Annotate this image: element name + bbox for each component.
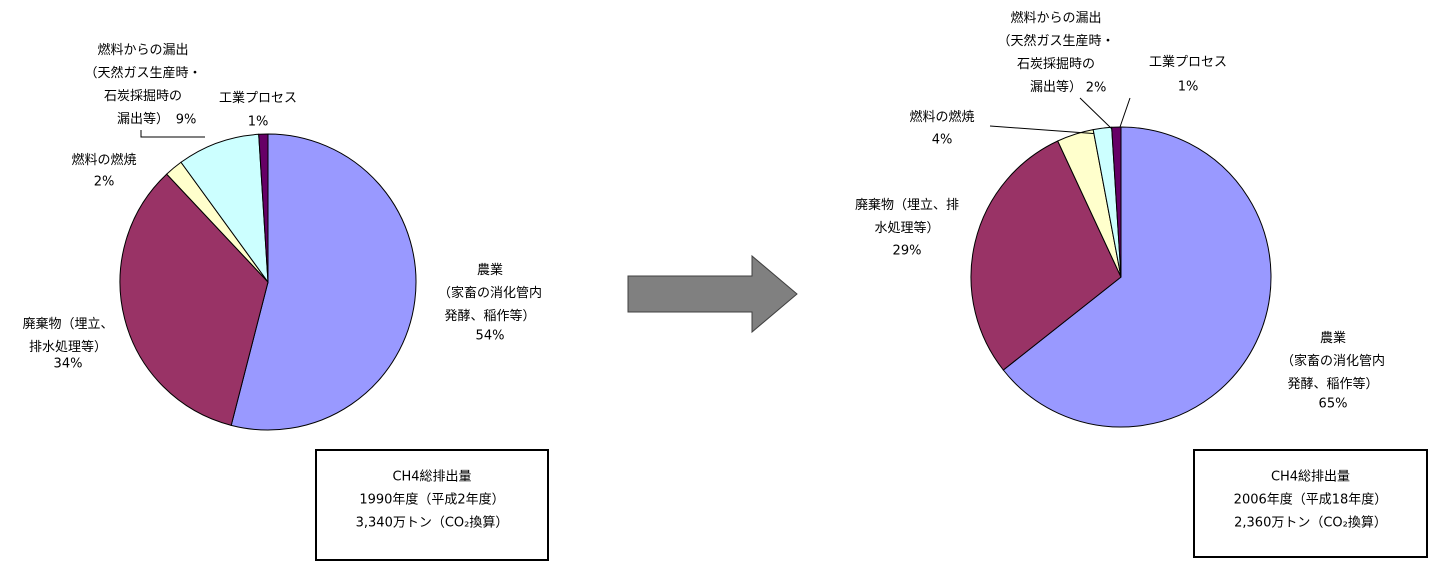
- slice-label: 燃料の燃焼: [71, 152, 136, 168]
- summary-text: 3,340万トン（CO₂換算）: [356, 516, 509, 531]
- slice-label: 工業プロセス: [219, 90, 297, 106]
- pie-slice: [970, 140, 1122, 371]
- summary-box: [1193, 449, 1428, 558]
- arrow: [627, 254, 798, 334]
- value-label: 9%: [176, 113, 197, 128]
- pie-slice: [1002, 126, 1272, 428]
- value-label: 2%: [1086, 81, 1107, 96]
- pie-slice: [230, 133, 417, 431]
- summary-text: 1990年度（平成2年度）: [359, 492, 504, 508]
- leader-line: [1079, 97, 1113, 130]
- slice-label: 農業（家畜の消化管内発酵、稲作等）: [438, 262, 542, 324]
- leader-line: [140, 130, 205, 138]
- slice-label: 燃料からの漏出（天然ガス生産時・石炭採掘時の漏出等）: [997, 10, 1114, 95]
- leader-line: [1119, 97, 1131, 128]
- pie-slice: [258, 133, 269, 283]
- summary-text: CH4総排出量: [1271, 470, 1350, 485]
- summary-text: 2006年度（平成18年度）: [1234, 492, 1388, 508]
- value-label: 65%: [1319, 397, 1348, 412]
- slice-label: 燃料からの漏出（天然ガス生産時・石炭採掘時の漏出等）: [84, 42, 201, 127]
- value-label: 1%: [1178, 80, 1199, 95]
- summary-text: CH4総排出量: [392, 470, 471, 485]
- value-label: 54%: [476, 329, 505, 344]
- slice-label: 工業プロセス: [1149, 54, 1227, 70]
- slice-label: 廃棄物（埋立、排水処理等）: [855, 197, 959, 236]
- pie-slice: [180, 133, 269, 284]
- value-label: 29%: [893, 244, 922, 259]
- slice-label: 燃料の燃焼: [909, 109, 974, 125]
- value-label: 2%: [94, 175, 115, 190]
- slice-label: 廃棄物（埋立、排水処理等）: [22, 316, 113, 355]
- summary-box: [315, 449, 549, 561]
- value-label: 1%: [248, 115, 269, 130]
- value-label: 4%: [932, 133, 953, 148]
- pie-slice: [1111, 126, 1122, 278]
- summary-text: 2,360万トン（CO₂換算）: [1234, 516, 1387, 531]
- slice-label: 農業（家畜の消化管内発酵、稲作等）: [1281, 330, 1385, 392]
- leader-line: [989, 125, 1101, 135]
- value-label: 34%: [54, 357, 83, 372]
- pie-slice: [119, 173, 269, 426]
